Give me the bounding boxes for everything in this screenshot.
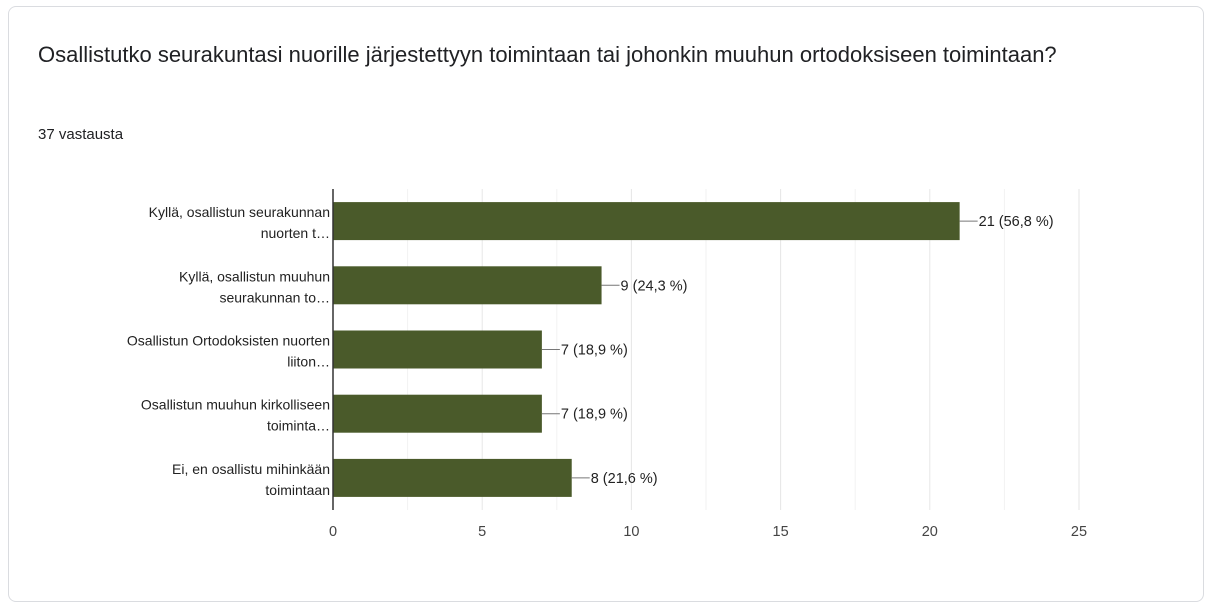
category-label: Kyllä, osallistun muuhun seurakunnan to… xyxy=(179,268,330,305)
x-tick-label: 15 xyxy=(773,524,789,540)
x-tick-label: 5 xyxy=(478,524,486,540)
category-label: Osallistun muuhun kirkolliseen toiminta… xyxy=(141,397,330,434)
bar xyxy=(333,202,960,241)
bar xyxy=(333,394,542,433)
bar xyxy=(333,266,602,305)
data-label: 7 (18,9 %) xyxy=(561,407,628,423)
grid-lines xyxy=(407,189,1080,510)
bars xyxy=(333,202,960,497)
category-labels: Kyllä, osallistun seurakunnan nuorten t… K… xyxy=(127,204,330,498)
category-label: Kyllä, osallistun seurakunnan nuorten t… xyxy=(149,204,330,241)
response-count: 37 vastausta xyxy=(38,126,124,143)
x-tick-label: 20 xyxy=(922,524,938,540)
x-tick-labels: 0 5 10 15 20 25 xyxy=(329,524,1087,540)
x-tick-label: 0 xyxy=(329,524,337,540)
category-label: Osallistun Ortodoksisten nuorten liiton… xyxy=(127,333,330,370)
x-tick-label: 10 xyxy=(623,524,639,540)
x-tick-label: 25 xyxy=(1071,524,1087,540)
data-labels: 21 (56,8 %) 9 (24,3 %) 7 (18,9 %) 7 (18,9 %… xyxy=(541,214,1054,487)
data-label: 9 (24,3 %) xyxy=(621,278,688,294)
category-label: Ei, en osallistu mihinkään toimintaan xyxy=(172,461,330,498)
question-title: Osallistutko seurakuntasi nuorille järje… xyxy=(38,42,1057,67)
bar xyxy=(333,330,542,369)
data-label: 8 (21,6 %) xyxy=(591,471,658,487)
data-label: 21 (56,8 %) xyxy=(979,214,1054,230)
data-label: 7 (18,9 %) xyxy=(561,343,628,359)
bar xyxy=(333,458,572,497)
